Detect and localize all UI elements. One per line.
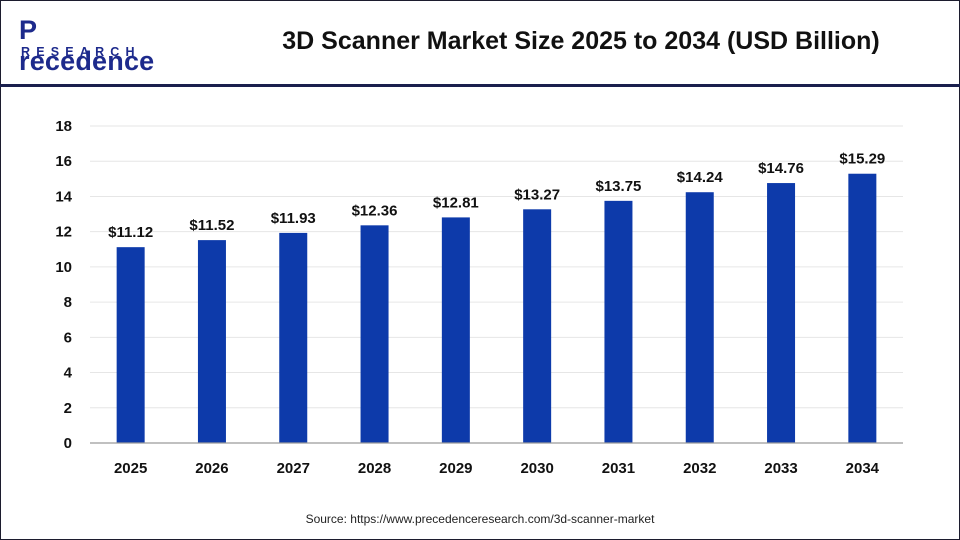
axis-layer: 0 2 4 6 8 10 12 14 16 18 2025 2026 2027 2028 2029 2030 2… bbox=[55, 118, 903, 477]
x-tick-label: 2026 bbox=[195, 460, 228, 477]
bar bbox=[197, 240, 226, 443]
bar bbox=[604, 200, 633, 443]
label-layer: $11.12 $11.52 $11.93 $12.36 $12.81 $13.27 $13.… bbox=[108, 151, 885, 241]
y-tick-label: 18 bbox=[55, 118, 72, 135]
y-tick-label: 4 bbox=[64, 365, 73, 382]
y-tick-label: 14 bbox=[55, 188, 72, 205]
x-tick-label: 2032 bbox=[683, 460, 716, 477]
y-tick-label: 6 bbox=[64, 329, 72, 346]
x-tick-label: 2025 bbox=[114, 460, 147, 477]
x-tick-label: 2030 bbox=[520, 460, 553, 477]
y-tick-label: 2 bbox=[64, 400, 72, 417]
logo-initial: P bbox=[19, 15, 38, 45]
header-divider bbox=[0, 84, 960, 87]
logo-main-text: recedence bbox=[19, 46, 155, 76]
bar-value-label: $11.12 bbox=[108, 224, 153, 241]
bar-value-label: $12.36 bbox=[352, 202, 398, 219]
bar bbox=[523, 209, 552, 443]
bar bbox=[116, 247, 145, 443]
x-tick-label: 2028 bbox=[358, 460, 391, 477]
logo-wordmark: Precedence bbox=[19, 15, 169, 77]
bar-chart: $11.12 $11.52 $11.93 $12.36 $12.81 $13.27 $13.… bbox=[55, 118, 903, 477]
chart-title: 3D Scanner Market Size 2025 to 2034 (USD… bbox=[282, 27, 880, 55]
bar bbox=[767, 183, 796, 443]
bar-value-label: $12.81 bbox=[433, 194, 479, 211]
bar-value-label: $14.76 bbox=[758, 160, 804, 177]
bar-value-label: $13.75 bbox=[596, 178, 642, 195]
bar bbox=[360, 225, 389, 443]
bar bbox=[441, 217, 470, 443]
y-tick-label: 16 bbox=[55, 153, 72, 170]
bar-value-label: $11.93 bbox=[271, 210, 316, 227]
y-tick-label: 10 bbox=[55, 259, 72, 276]
bar bbox=[685, 192, 714, 443]
x-tick-label: 2027 bbox=[277, 460, 310, 477]
y-tick-label: 0 bbox=[64, 435, 72, 452]
bar bbox=[848, 173, 877, 443]
header: Precedence RESEARCH 3D Scanner Market Si… bbox=[1, 1, 959, 85]
x-tick-label: 2029 bbox=[439, 460, 472, 477]
y-tick-label: 12 bbox=[55, 224, 72, 241]
bar-value-label: $15.29 bbox=[839, 151, 885, 168]
y-tick-label: 8 bbox=[64, 294, 72, 311]
bar-value-label: $13.27 bbox=[514, 186, 560, 203]
x-tick-label: 2033 bbox=[764, 460, 797, 477]
bar-value-label: $14.24 bbox=[677, 169, 724, 186]
bar-value-label: $11.52 bbox=[189, 217, 234, 234]
x-tick-label: 2031 bbox=[602, 460, 635, 477]
precedence-research-logo: Precedence RESEARCH bbox=[19, 15, 169, 76]
logo-subtext: RESEARCH bbox=[21, 45, 141, 59]
bar bbox=[279, 232, 308, 443]
bar-layer bbox=[116, 173, 877, 443]
x-tick-label: 2034 bbox=[846, 460, 880, 477]
source-note: Source: https://www.precedenceresearch.c… bbox=[305, 512, 655, 526]
